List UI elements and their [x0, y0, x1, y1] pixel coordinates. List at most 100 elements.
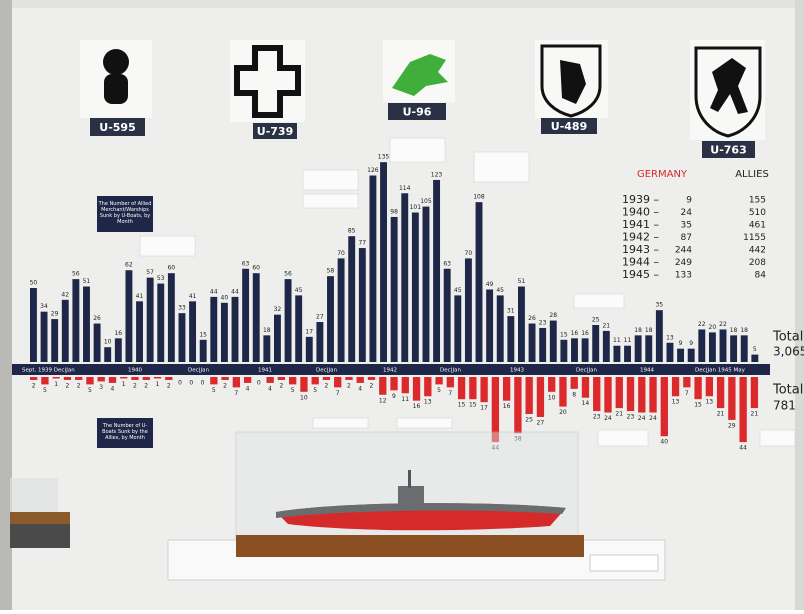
ships-sunk-bar — [62, 300, 69, 362]
bar-label: 5 — [291, 387, 295, 394]
bar-label: 24 — [604, 415, 612, 422]
bar-label: 7 — [234, 390, 238, 397]
ships-sunk-bar — [730, 335, 737, 362]
uboats-sunk-bar — [300, 377, 307, 392]
uboats-sunk-bar — [402, 377, 409, 393]
uboats-sunk-bar — [244, 377, 251, 383]
bar-label: 44 — [210, 288, 218, 295]
bar-label: 77 — [358, 240, 366, 247]
bar-label: 32 — [274, 306, 282, 313]
uboats-sunk-bar — [728, 377, 735, 420]
uboats-sunk-bar — [109, 377, 116, 383]
bar-label: 14 — [582, 400, 590, 407]
ships-sunk-bar — [51, 319, 58, 362]
placard — [760, 430, 795, 446]
bar-label: 50 — [30, 280, 38, 287]
bar-label: 35 — [655, 302, 663, 309]
ships-sunk-bar — [518, 287, 525, 362]
uboats-sunk-bar — [503, 377, 510, 401]
bar-label: 41 — [189, 293, 197, 300]
uboats-sunk-bar — [458, 377, 465, 399]
uboats-sunk-bar — [210, 377, 217, 384]
bar-label: 16 — [114, 330, 122, 337]
bar-label: 8 — [572, 391, 576, 398]
bar-label: 34 — [40, 303, 48, 310]
ships-sunk-bar — [645, 335, 652, 362]
bar-label: 29 — [728, 422, 736, 429]
bar-label: 13 — [424, 399, 432, 406]
ships-sunk-bar — [168, 273, 175, 362]
shelf-label — [590, 555, 658, 571]
uboats-sunk-bar — [165, 377, 172, 380]
ships-sunk-bar — [751, 355, 758, 362]
bar-label: 60 — [252, 265, 260, 272]
bar-label: 70 — [337, 250, 345, 257]
bar-label: 16 — [503, 403, 511, 410]
bar-label: 13 — [672, 399, 680, 406]
table-year: 1945 – — [622, 268, 659, 281]
bar-label: 0 — [178, 380, 182, 387]
bar-label: 23 — [627, 414, 635, 421]
bar-label: 22 — [719, 321, 727, 328]
bar-label: 3 — [99, 384, 103, 391]
bar-label: 44 — [739, 445, 747, 452]
side-shelf — [10, 524, 70, 548]
uboats-sunk-bar — [233, 377, 240, 387]
bar-label: 63 — [443, 260, 451, 267]
bar-label: 40 — [221, 294, 229, 301]
ships-sunk-bar — [242, 269, 249, 362]
ships-sunk-bar — [465, 258, 472, 362]
bar-label: 4 — [246, 385, 250, 392]
bar-label: 51 — [83, 278, 91, 285]
table-germany: 87 — [681, 233, 692, 243]
bar-label: 21 — [602, 322, 610, 329]
uboats-sunk-bar — [323, 377, 330, 380]
bar-label: 26 — [528, 315, 536, 322]
table-year: 1943 – — [622, 243, 659, 256]
ships-sunk-bar — [529, 324, 536, 362]
bar-label: 20 — [709, 324, 717, 331]
uboats-sunk-bar — [98, 377, 105, 381]
ships-sunk-bar — [677, 349, 684, 362]
uboats-sunk-bar — [627, 377, 634, 411]
plaque-text-box: The Number of Allied Merchant/Warships S… — [98, 197, 152, 231]
submarine-periscope — [408, 470, 411, 488]
uboats-sunk-bar — [131, 377, 138, 380]
table-germany: 249 — [675, 258, 692, 268]
uboats-sunk-bar — [582, 377, 589, 398]
uboats-sunk-bar — [86, 377, 93, 384]
ships-sunk-bar — [412, 213, 419, 362]
bar-label: 63 — [242, 260, 250, 267]
emblem-label: U-96 — [403, 106, 432, 119]
bar-label: 123 — [431, 171, 443, 178]
bar-label: 53 — [157, 275, 165, 282]
bar-label: 22 — [698, 321, 706, 328]
ships-sunk-bar — [698, 329, 705, 362]
placard — [598, 430, 648, 446]
uboats-sunk-bar — [120, 377, 127, 378]
bar-label: 15 — [469, 402, 477, 409]
table-germany: 35 — [681, 221, 692, 231]
total-value: 3,065 — [773, 345, 804, 359]
ships-sunk-bar — [380, 162, 387, 362]
bar-label: 15 — [560, 331, 568, 338]
uboats-sunk-bar — [593, 377, 600, 411]
bar-label: 0 — [201, 380, 205, 387]
emblem-label: U-489 — [551, 120, 587, 133]
bar-label: 11 — [401, 396, 409, 403]
uboats-sunk-bar — [694, 377, 701, 399]
table-allies: 1155 — [743, 233, 766, 243]
uboats-sunk-bar — [53, 377, 60, 378]
ships-sunk-bar — [433, 180, 440, 362]
plaque-text-box: The Number of U-Boats Sunk by the Allies… — [98, 419, 152, 447]
bar-label: 11 — [613, 337, 621, 344]
ships-sunk-bar — [221, 303, 228, 362]
bar-label: 11 — [624, 337, 632, 344]
bar-label: 25 — [592, 317, 600, 324]
bar-label: 17 — [480, 405, 488, 412]
ships-sunk-bar — [232, 297, 239, 362]
placard — [313, 418, 368, 428]
uboats-sunk-bar — [334, 377, 341, 387]
uboats-sunk-bar — [548, 377, 555, 392]
table-germany: 133 — [675, 271, 692, 281]
